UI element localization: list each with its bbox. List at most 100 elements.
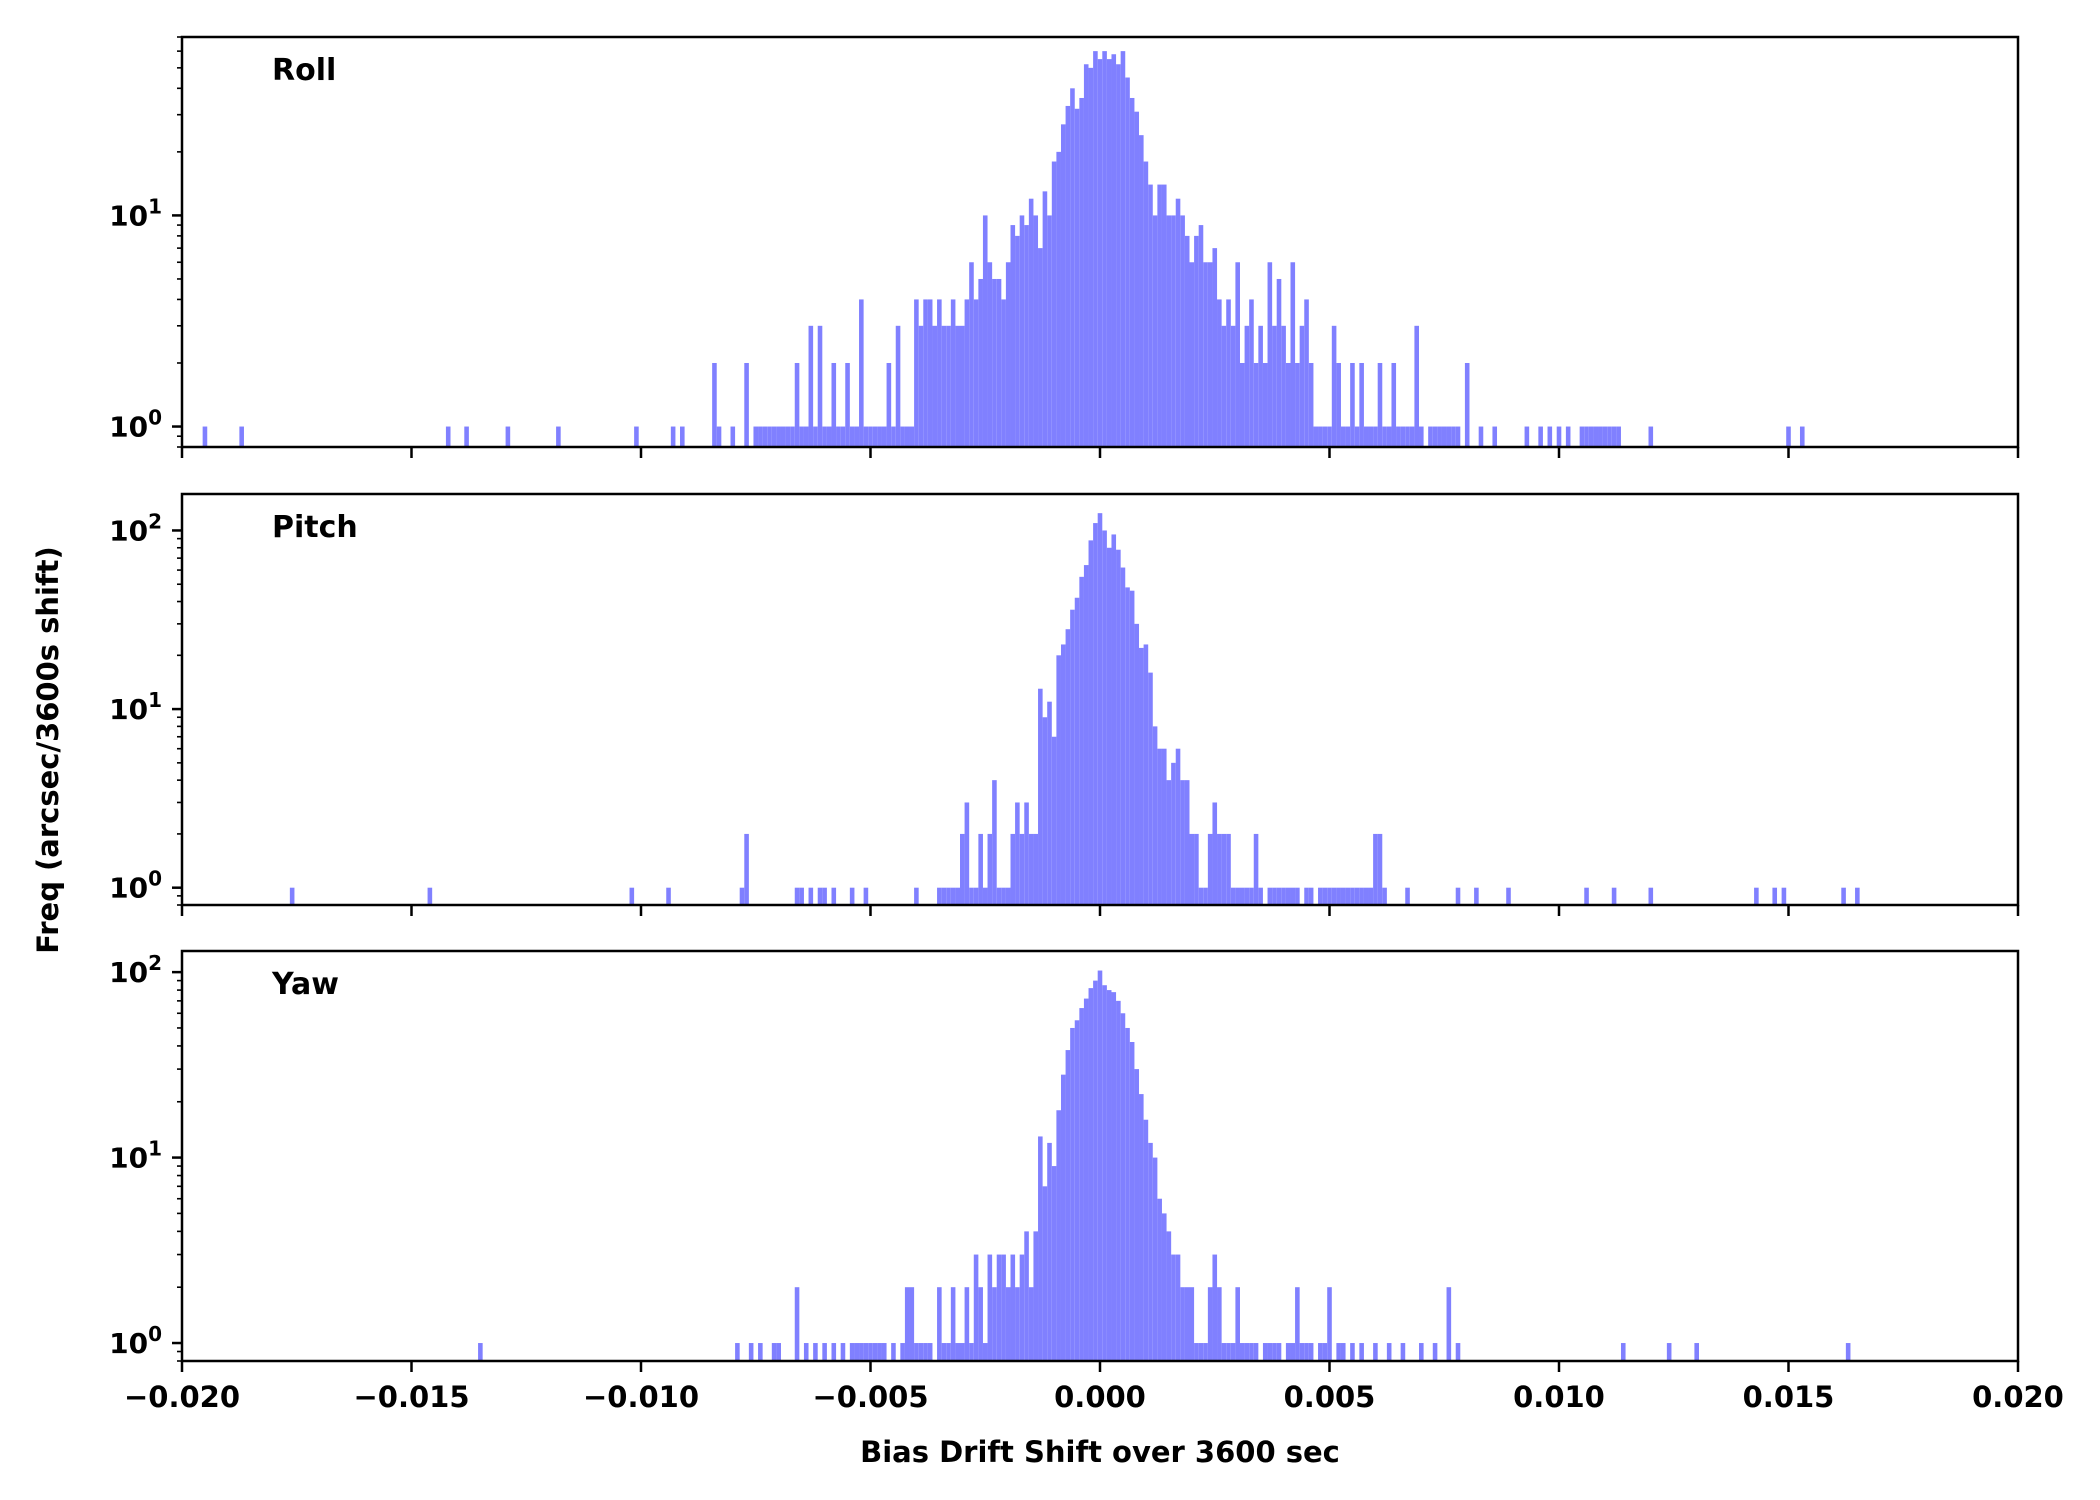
histogram-bar <box>1331 887 1337 905</box>
histogram-bar <box>863 1343 869 1361</box>
histogram-bar <box>868 426 873 447</box>
histogram-bar <box>1359 362 1364 447</box>
histogram-bar <box>1111 54 1117 448</box>
x-axis-label: Bias Drift Shift over 3600 sec <box>860 1435 1340 1469</box>
histogram-bar <box>960 1343 965 1361</box>
histogram-bar <box>1217 833 1222 905</box>
histogram-bar <box>1042 717 1048 905</box>
histogram-bar <box>1125 587 1130 905</box>
histogram-bar <box>859 1343 864 1361</box>
histogram-bar <box>1327 1287 1332 1361</box>
histogram-bar <box>1382 426 1387 447</box>
histogram-bar <box>1611 426 1617 447</box>
histogram-bar <box>1203 1343 1208 1361</box>
histogram-bar <box>822 426 827 447</box>
histogram-bar <box>978 833 983 905</box>
histogram-bar <box>1267 262 1273 447</box>
histogram-bar <box>1506 887 1511 905</box>
histogram-bar <box>1455 426 1461 447</box>
histogram-bar <box>877 1343 882 1361</box>
histogram-bar <box>1359 887 1364 905</box>
histogram-bar <box>1060 124 1066 447</box>
histogram-bar <box>982 215 988 447</box>
histogram-bar <box>794 1287 800 1361</box>
histogram-bar <box>202 426 208 447</box>
histogram-bar <box>1051 736 1057 905</box>
histogram-bar <box>808 325 814 447</box>
histogram-bar <box>785 426 791 447</box>
histogram-bar <box>1019 833 1025 905</box>
histogram-bar <box>445 426 451 447</box>
histogram-bar <box>941 1343 947 1361</box>
histogram-bar <box>1272 887 1277 905</box>
histogram-bar <box>982 887 988 905</box>
histogram-bar <box>987 262 993 447</box>
histogram-bar <box>1148 184 1153 447</box>
histogram-bar <box>822 1343 827 1361</box>
histogram-bar <box>1047 701 1052 905</box>
histogram-bar <box>1285 887 1291 905</box>
histogram-bar <box>1129 97 1135 447</box>
histogram-bar <box>932 325 938 447</box>
histogram-bar <box>1331 325 1337 447</box>
histogram-bar <box>1235 1287 1240 1361</box>
histogram-bar <box>1024 1231 1029 1361</box>
histogram-bar <box>1194 833 1199 905</box>
histogram-bar <box>1396 426 1401 447</box>
histogram-bar <box>1386 1343 1392 1361</box>
histogram-bar <box>1276 887 1282 905</box>
histogram-bar <box>1093 51 1098 447</box>
histogram-bar <box>1212 1254 1218 1361</box>
histogram-bar <box>1175 748 1181 905</box>
histogram-bar <box>1134 623 1140 905</box>
histogram-bar <box>1648 426 1654 447</box>
histogram-bar <box>1400 1343 1406 1361</box>
histogram-bar <box>1042 1186 1048 1361</box>
histogram-bar <box>1244 325 1250 447</box>
histogram-bar <box>1556 426 1562 447</box>
histogram-bar <box>1001 887 1006 905</box>
histogram-bar <box>1120 51 1126 447</box>
histogram-bar <box>840 1343 846 1361</box>
histogram-bar <box>1336 887 1341 905</box>
histogram-bar <box>1047 1142 1052 1361</box>
histogram-bar <box>1051 1166 1057 1361</box>
histogram-bar <box>1359 1343 1364 1361</box>
histogram-bar <box>1446 426 1452 447</box>
histogram-bar <box>767 426 772 447</box>
histogram-bar <box>1019 215 1025 447</box>
histogram-bar <box>1083 64 1089 447</box>
histogram-bar <box>1143 644 1149 905</box>
histogram-bar <box>1010 1254 1016 1361</box>
histogram-bar <box>1093 980 1098 1361</box>
histogram-bar <box>1327 887 1332 905</box>
histogram-bar <box>955 1343 961 1361</box>
histogram-bar <box>923 299 928 447</box>
histogram-bar <box>1694 1343 1699 1361</box>
histogram-bar <box>1547 426 1553 447</box>
histogram-bar <box>923 1343 928 1361</box>
histogram-bar <box>1267 887 1273 905</box>
histogram-bar <box>1125 77 1130 447</box>
histogram-bar <box>1382 887 1387 905</box>
histogram-bar <box>1152 215 1158 447</box>
histogram-bar <box>1565 426 1571 447</box>
histogram-bar <box>1350 1343 1355 1361</box>
histogram-bar <box>817 325 823 447</box>
histogram-bar <box>1139 647 1144 905</box>
histogram-bar <box>946 325 951 447</box>
histogram-bar <box>849 426 855 447</box>
histogram-bar <box>1221 1343 1227 1361</box>
histogram-bar <box>937 1287 942 1361</box>
histogram-bar <box>680 426 685 447</box>
histogram-bar <box>712 362 717 447</box>
histogram-bar <box>1354 426 1360 447</box>
histogram-bar <box>1455 1343 1461 1361</box>
histogram-bar <box>831 1343 837 1361</box>
histogram-bar <box>909 426 915 447</box>
histogram-bar <box>1134 1069 1140 1361</box>
histogram-bar <box>900 426 905 447</box>
histogram-bar <box>996 1254 1002 1361</box>
histogram-bar <box>845 362 850 447</box>
